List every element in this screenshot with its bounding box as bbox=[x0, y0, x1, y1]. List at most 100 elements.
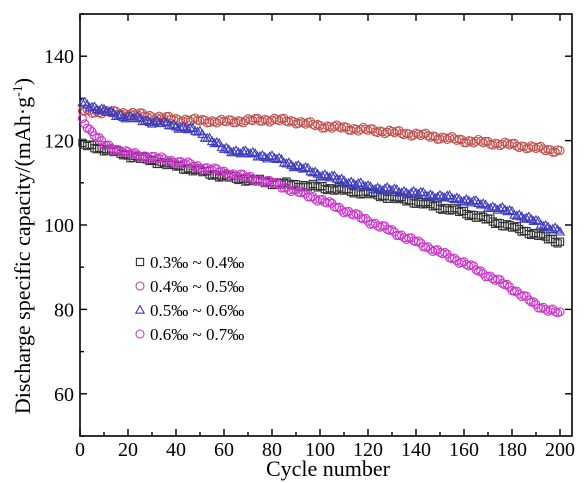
data-point bbox=[456, 196, 467, 206]
data-marks bbox=[77, 96, 566, 318]
data-point bbox=[555, 237, 565, 246]
data-point bbox=[271, 153, 282, 164]
data-point bbox=[228, 146, 239, 156]
data-point bbox=[272, 177, 282, 188]
data-point bbox=[543, 235, 553, 244]
data-point bbox=[267, 115, 277, 125]
data-point bbox=[149, 151, 159, 161]
data-point bbox=[475, 199, 486, 209]
data-point bbox=[406, 187, 417, 197]
data-point bbox=[538, 144, 548, 154]
data-point bbox=[149, 116, 160, 126]
data-point bbox=[173, 123, 184, 133]
data-point bbox=[430, 132, 440, 142]
data-point bbox=[202, 163, 212, 173]
data-point bbox=[300, 161, 311, 172]
data-point bbox=[322, 198, 332, 208]
x-tick-label: 40 bbox=[166, 439, 186, 461]
data-point bbox=[310, 194, 320, 204]
data-point bbox=[543, 306, 553, 316]
data-point bbox=[159, 154, 169, 164]
data-point bbox=[185, 116, 195, 126]
data-point bbox=[515, 224, 524, 234]
data-point bbox=[442, 134, 452, 144]
data-point bbox=[379, 183, 390, 193]
data-point bbox=[269, 113, 279, 123]
data-point bbox=[151, 115, 162, 125]
data-point bbox=[387, 126, 397, 137]
data-point bbox=[320, 123, 330, 133]
series-3 bbox=[77, 96, 566, 236]
data-point bbox=[531, 143, 541, 154]
data-point bbox=[372, 182, 383, 192]
data-point bbox=[425, 244, 435, 254]
data-point bbox=[440, 247, 450, 258]
data-point bbox=[262, 153, 273, 163]
data-point bbox=[327, 123, 337, 133]
series-2 bbox=[77, 105, 565, 157]
data-point bbox=[89, 131, 99, 141]
data-point bbox=[423, 242, 433, 252]
data-point bbox=[243, 114, 253, 124]
data-point bbox=[281, 158, 292, 168]
data-point bbox=[382, 127, 392, 137]
data-point bbox=[550, 222, 561, 232]
data-point bbox=[488, 274, 498, 284]
data-point bbox=[311, 181, 320, 190]
data-point bbox=[534, 231, 543, 241]
data-point bbox=[334, 202, 344, 212]
data-point bbox=[140, 151, 150, 161]
data-point bbox=[519, 141, 529, 152]
data-point bbox=[286, 186, 296, 197]
data-point bbox=[409, 130, 419, 140]
x-tick-label: 200 bbox=[545, 439, 575, 461]
data-point bbox=[476, 266, 486, 276]
data-point bbox=[373, 128, 383, 138]
data-point bbox=[514, 209, 525, 219]
data-point bbox=[325, 197, 335, 207]
y-tick-label: 80 bbox=[54, 299, 74, 321]
data-point bbox=[206, 135, 218, 146]
data-point bbox=[408, 185, 419, 196]
data-point bbox=[439, 192, 450, 202]
y-axis-title-superscript: -1 bbox=[11, 85, 26, 97]
data-point bbox=[547, 223, 558, 233]
data-point bbox=[404, 129, 414, 139]
data-point bbox=[145, 154, 155, 164]
plot-frame bbox=[79, 13, 573, 437]
data-point bbox=[315, 120, 325, 131]
data-point bbox=[488, 140, 498, 150]
data-point bbox=[254, 151, 266, 161]
data-point bbox=[361, 124, 371, 134]
data-point bbox=[545, 145, 555, 155]
x-tick-label: 20 bbox=[118, 439, 138, 461]
data-point bbox=[493, 139, 503, 149]
y-axis-title-close: ) bbox=[10, 78, 35, 85]
data-point bbox=[404, 233, 414, 243]
data-point bbox=[118, 148, 128, 158]
data-point bbox=[205, 165, 215, 175]
data-point bbox=[511, 210, 522, 220]
data-point bbox=[296, 116, 306, 127]
data-point bbox=[200, 115, 210, 125]
data-point bbox=[123, 147, 133, 157]
data-point bbox=[221, 169, 231, 179]
legend-marker-1 bbox=[135, 257, 145, 267]
data-point bbox=[461, 193, 472, 204]
data-point bbox=[530, 214, 542, 225]
legend-label-1: 0.3‰ ~ 0.4‰ bbox=[150, 253, 244, 272]
data-point bbox=[231, 118, 241, 128]
data-point bbox=[440, 133, 450, 143]
data-point bbox=[346, 125, 356, 135]
data-point bbox=[529, 297, 539, 307]
data-point bbox=[178, 116, 188, 126]
data-point bbox=[226, 115, 236, 125]
data-point bbox=[468, 195, 479, 205]
legend-label-3: 0.5‰ ~ 0.6‰ bbox=[150, 301, 244, 320]
data-point bbox=[195, 163, 205, 173]
data-point bbox=[377, 127, 387, 137]
data-point bbox=[171, 159, 181, 169]
data-point bbox=[551, 237, 560, 247]
data-point bbox=[247, 146, 258, 157]
